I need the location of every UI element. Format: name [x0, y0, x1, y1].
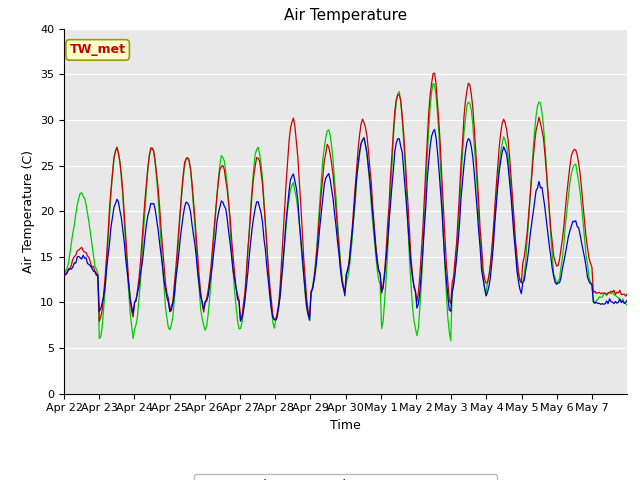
- Y-axis label: Air Temperature (C): Air Temperature (C): [22, 150, 35, 273]
- X-axis label: Time: Time: [330, 419, 361, 432]
- Text: TW_met: TW_met: [70, 43, 125, 56]
- Title: Air Temperature: Air Temperature: [284, 9, 407, 24]
- Legend: PanelT, AirT, AM25T_PRT: PanelT, AirT, AM25T_PRT: [194, 474, 497, 480]
